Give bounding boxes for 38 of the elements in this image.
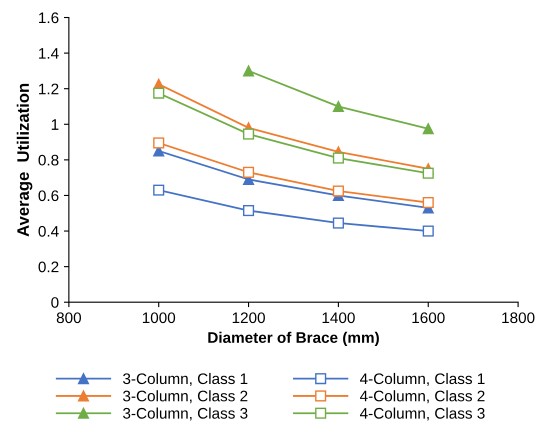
legend-label: 4-Column, Class 2 [360,390,485,404]
legend-label: 4-Column, Class 3 [360,408,485,421]
x-axis-title: Diameter of Brace (mm) [208,332,379,346]
y-axis-title: Average Utilization [16,84,32,236]
y-tick-label: 0.2 [38,262,58,272]
x-tick-label: 1000 [142,312,176,324]
point [153,137,164,149]
point [153,88,164,99]
point [422,168,434,179]
point [332,100,344,112]
point [422,225,434,237]
y-tick-label: 0 [51,297,59,308]
y-tick-label: 0.8 [38,154,58,166]
point [422,197,434,208]
y-tick-label: 1.2 [39,84,58,94]
x-tick-label: 1800 [502,312,534,324]
legend-label: 3-Column, Class 1 [123,372,248,386]
point [243,205,254,216]
legend-label: 3-Column, Class 2 [123,390,248,404]
x-tick-label: 1600 [412,312,445,324]
point [243,65,254,76]
x-tick-label: 1200 [232,312,265,324]
point [422,123,434,134]
point [243,166,254,178]
point [332,185,344,197]
legend-label: 4-Column, Class 1 [360,372,485,386]
y-tick-label: 1.4 [39,48,59,59]
y-tick-label: 0.6 [38,190,58,202]
x-tick-label: 800 [56,312,82,324]
point [153,184,164,196]
y-tick-label: 1.6 [39,12,58,24]
point [243,128,254,140]
point [332,152,344,164]
y-tick-label: 1 [52,119,58,130]
point [332,217,344,229]
x-tick-label: 1400 [322,312,355,324]
legend-label: 3-Column, Class 3 [123,408,248,421]
y-tick-label: 0.4 [38,226,59,237]
